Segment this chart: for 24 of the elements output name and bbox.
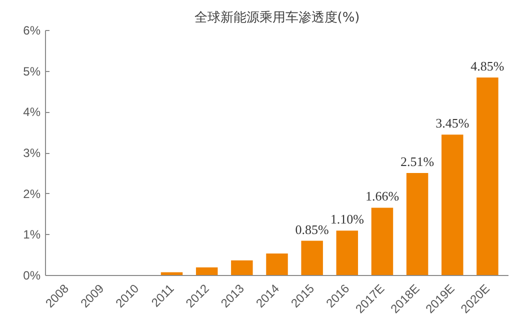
bar [406, 173, 428, 276]
data-label: 3.45% [436, 116, 470, 131]
bar [336, 230, 358, 276]
y-tick-label: 0% [23, 268, 41, 282]
y-tick-label: 4% [23, 105, 41, 120]
data-label: 0.85% [295, 222, 330, 237]
bar [266, 253, 288, 276]
y-tick-label: 6% [23, 24, 41, 38]
bar [301, 240, 323, 276]
data-label: 4.85% [470, 58, 504, 74]
bar [231, 260, 253, 276]
data-label: 1.66% [365, 188, 400, 204]
bar [196, 267, 218, 276]
data-label: 1.10% [330, 212, 364, 227]
bar [476, 77, 498, 276]
y-tick-label: 2% [23, 186, 41, 201]
y-tick-label: 3% [23, 146, 41, 160]
bar [371, 208, 394, 276]
bar [160, 272, 183, 276]
y-tick-label: 1% [23, 228, 41, 242]
y-tick-label: 5% [23, 64, 41, 78]
chart-title: 全球新能源乘用车渗透度(%) [194, 10, 360, 26]
bar [442, 134, 464, 276]
data-label: 2.51% [400, 154, 434, 170]
